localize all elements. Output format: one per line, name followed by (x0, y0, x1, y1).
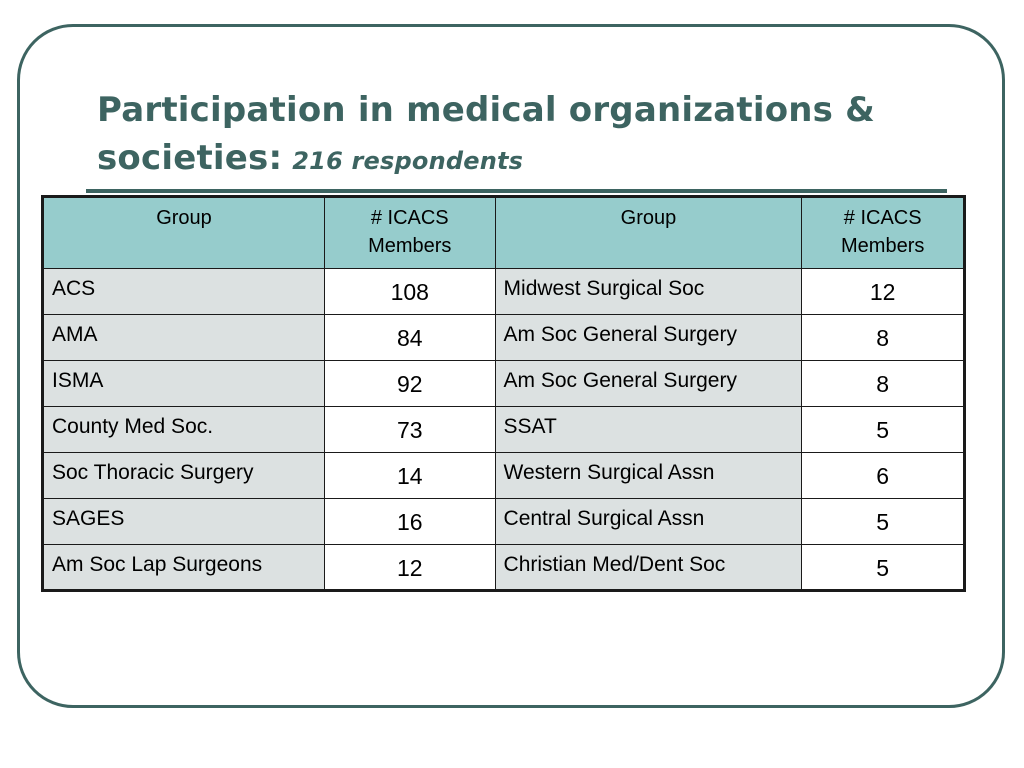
group-name-cell: ACS (42, 268, 325, 315)
membership-table: Group # ICACS Members Group # ICACS Memb… (41, 195, 966, 592)
group-name-cell: Am Soc Lap Surgeons (42, 544, 325, 591)
header-row: Group # ICACS Members Group # ICACS Memb… (42, 196, 965, 269)
table-row: County Med Soc. 73 SSAT 5 (42, 406, 965, 453)
table-row: AMA 84 Am Soc General Surgery 8 (42, 314, 965, 361)
member-count-cell: 6 (801, 452, 965, 499)
table-row: Soc Thoracic Surgery 14 Western Surgical… (42, 452, 965, 499)
header-group-right: Group (494, 196, 803, 269)
group-name-cell: Christian Med/Dent Soc (494, 544, 803, 591)
member-count-cell: 5 (801, 544, 965, 591)
group-name-cell: Midwest Surgical Soc (494, 268, 803, 315)
member-count-cell: 16 (323, 498, 496, 545)
group-name-cell: Western Surgical Assn (494, 452, 803, 499)
group-name-cell: Am Soc General Surgery (494, 314, 803, 361)
member-count-cell: 8 (801, 360, 965, 407)
member-count-cell: 14 (323, 452, 496, 499)
group-name-cell: Central Surgical Assn (494, 498, 803, 545)
member-count-cell: 108 (323, 268, 496, 315)
member-count-cell: 5 (801, 498, 965, 545)
table-row: ISMA 92 Am Soc General Surgery 8 (42, 360, 965, 407)
member-count-cell: 84 (323, 314, 496, 361)
member-count-cell: 92 (323, 360, 496, 407)
table-row: ACS 108 Midwest Surgical Soc 12 (42, 268, 965, 315)
group-name-cell: SSAT (494, 406, 803, 453)
member-count-cell: 12 (323, 544, 496, 591)
member-count-cell: 8 (801, 314, 965, 361)
member-count-cell: 5 (801, 406, 965, 453)
subtitle-text: 216 respondents (292, 147, 524, 175)
group-name-cell: SAGES (42, 498, 325, 545)
slide-title: Participation in medical organizations &… (97, 86, 957, 185)
group-name-cell: Am Soc General Surgery (494, 360, 803, 407)
member-count-cell: 73 (323, 406, 496, 453)
title-text: Participation in medical organizations &… (97, 90, 875, 178)
title-underline (86, 189, 947, 193)
group-name-cell: ISMA (42, 360, 325, 407)
table-row: SAGES 16 Central Surgical Assn 5 (42, 498, 965, 545)
header-members-right: # ICACS Members (801, 196, 965, 269)
group-name-cell: AMA (42, 314, 325, 361)
table-header: Group # ICACS Members Group # ICACS Memb… (42, 196, 965, 269)
table-row: Am Soc Lap Surgeons 12 Christian Med/Den… (42, 544, 965, 591)
header-members-left: # ICACS Members (323, 196, 496, 269)
group-name-cell: County Med Soc. (42, 406, 325, 453)
member-count-cell: 12 (801, 268, 965, 315)
group-name-cell: Soc Thoracic Surgery (42, 452, 325, 499)
header-group-left: Group (42, 196, 325, 269)
table-body: ACS 108 Midwest Surgical Soc 12 AMA 84 A… (42, 268, 965, 591)
slide-frame (17, 24, 1005, 708)
